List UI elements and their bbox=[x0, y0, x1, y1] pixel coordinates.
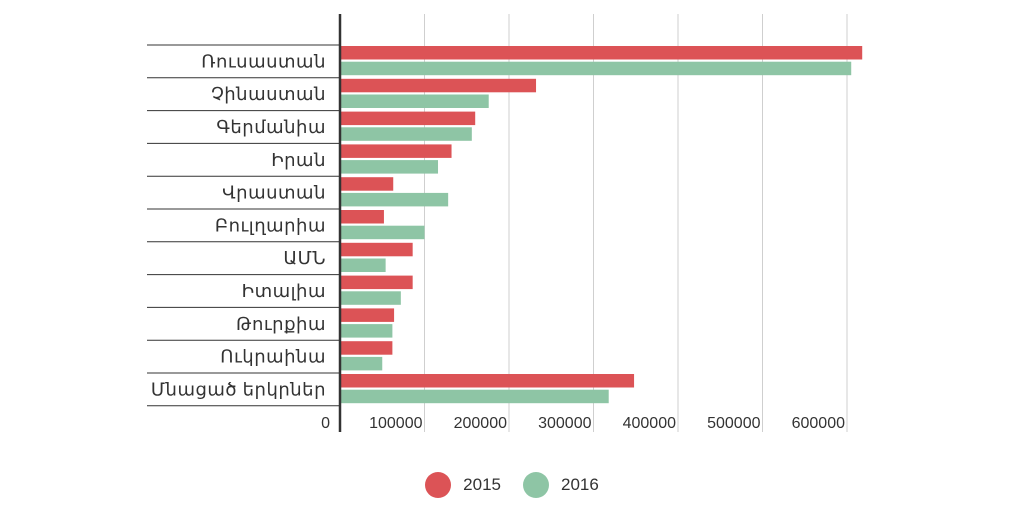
bar-2015-7 bbox=[341, 275, 413, 290]
bar-2015-2 bbox=[341, 111, 476, 126]
bar-2015-0 bbox=[341, 46, 863, 60]
legend-label: 2016 bbox=[561, 475, 599, 494]
x-tick-label: 0 bbox=[321, 415, 330, 432]
legend-label: 2015 bbox=[463, 475, 501, 494]
category-label: Իրան bbox=[271, 150, 326, 170]
x-tick-label: 400000 bbox=[623, 415, 676, 432]
bar-2015-3 bbox=[341, 144, 452, 158]
bar-2015-9 bbox=[341, 341, 393, 355]
bars bbox=[341, 46, 863, 404]
category-label: Բուլղարիա bbox=[215, 215, 326, 235]
bar-2016-3 bbox=[341, 160, 439, 174]
bar-2016-10 bbox=[341, 389, 609, 404]
bar-2016-5 bbox=[341, 225, 425, 240]
bar-2015-4 bbox=[341, 177, 394, 191]
x-tick-label: 200000 bbox=[454, 415, 507, 432]
x-tick-label: 100000 bbox=[369, 415, 422, 432]
bar-2016-1 bbox=[341, 94, 489, 108]
category-labels: Ռուսաստան Չինաստան Գերմանիա Իրան Վրաստան Բուլ… bbox=[151, 51, 326, 399]
grid-lines bbox=[424, 14, 848, 432]
legend-item: 2015 bbox=[425, 472, 501, 498]
x-tick-label: 600000 bbox=[792, 415, 845, 432]
bar-2016-9 bbox=[341, 356, 383, 371]
x-tick-label: 300000 bbox=[538, 415, 591, 432]
bar-2016-7 bbox=[341, 291, 401, 305]
bar-2015-5 bbox=[341, 210, 384, 224]
category-label: Մնացած երկրներ bbox=[151, 379, 326, 399]
category-label: Թուրքիա bbox=[236, 314, 326, 334]
bar-2016-0 bbox=[341, 61, 852, 76]
bar-2016-4 bbox=[341, 192, 449, 207]
bar-2015-8 bbox=[341, 308, 395, 322]
category-label: Չինաստան bbox=[211, 84, 326, 104]
bar-2015-1 bbox=[341, 78, 537, 93]
legend: 2015 2016 bbox=[0, 470, 1024, 500]
category-label: Գերմանիա bbox=[216, 117, 326, 137]
bar-2016-2 bbox=[341, 127, 472, 141]
category-label: Ռուսաստան bbox=[201, 51, 326, 71]
bar-2016-6 bbox=[341, 258, 386, 272]
legend-item: 2016 bbox=[523, 472, 599, 498]
legend-swatch bbox=[523, 472, 549, 498]
category-label: Իտալիա bbox=[242, 281, 326, 301]
bar-2016-8 bbox=[341, 324, 393, 338]
x-tick-labels: 0 100000 200000 300000 400000 500000 600000 bbox=[321, 415, 845, 432]
category-label: Վրաստան bbox=[222, 183, 326, 203]
category-separators bbox=[147, 44, 340, 407]
category-label: Ուկրաինա bbox=[220, 347, 326, 367]
legend-swatch bbox=[425, 472, 452, 498]
x-tick-label: 500000 bbox=[707, 415, 760, 432]
bar-2015-10 bbox=[341, 374, 635, 388]
bar-2015-6 bbox=[341, 242, 413, 257]
category-label: ԱՄՆ bbox=[283, 248, 326, 268]
